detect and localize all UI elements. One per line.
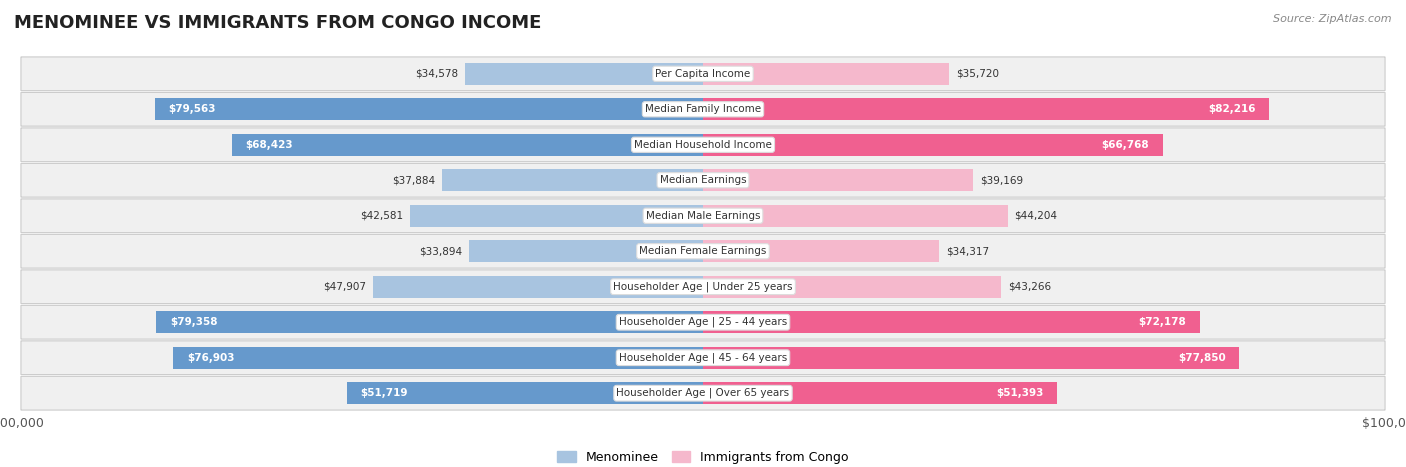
- Text: $42,581: $42,581: [360, 211, 402, 221]
- Bar: [703, 169, 973, 191]
- Text: $72,178: $72,178: [1139, 317, 1187, 327]
- Bar: [703, 311, 1201, 333]
- Bar: [373, 276, 703, 298]
- Legend: Menominee, Immigrants from Congo: Menominee, Immigrants from Congo: [553, 446, 853, 467]
- Bar: [173, 347, 703, 369]
- Text: Source: ZipAtlas.com: Source: ZipAtlas.com: [1274, 14, 1392, 24]
- Text: Householder Age | 25 - 44 years: Householder Age | 25 - 44 years: [619, 317, 787, 327]
- FancyBboxPatch shape: [21, 92, 1385, 126]
- Bar: [232, 134, 703, 156]
- Text: $34,578: $34,578: [415, 69, 458, 79]
- Text: $79,563: $79,563: [169, 104, 217, 114]
- Bar: [409, 205, 703, 227]
- FancyBboxPatch shape: [21, 270, 1385, 304]
- FancyBboxPatch shape: [21, 57, 1385, 91]
- FancyBboxPatch shape: [21, 376, 1385, 410]
- Bar: [703, 382, 1057, 404]
- Bar: [703, 205, 1008, 227]
- Text: $33,894: $33,894: [419, 246, 463, 256]
- Bar: [703, 134, 1163, 156]
- FancyBboxPatch shape: [21, 341, 1385, 375]
- Text: Median Male Earnings: Median Male Earnings: [645, 211, 761, 221]
- Bar: [347, 382, 703, 404]
- Bar: [156, 311, 703, 333]
- Bar: [465, 63, 703, 85]
- Text: $37,884: $37,884: [392, 175, 434, 185]
- Text: $66,768: $66,768: [1101, 140, 1149, 150]
- Bar: [441, 169, 703, 191]
- Text: Median Earnings: Median Earnings: [659, 175, 747, 185]
- Text: Median Family Income: Median Family Income: [645, 104, 761, 114]
- Bar: [155, 98, 703, 120]
- Text: Householder Age | Over 65 years: Householder Age | Over 65 years: [616, 388, 790, 398]
- FancyBboxPatch shape: [21, 234, 1385, 268]
- Text: $43,266: $43,266: [1008, 282, 1052, 292]
- Text: $68,423: $68,423: [246, 140, 292, 150]
- Text: Per Capita Income: Per Capita Income: [655, 69, 751, 79]
- FancyBboxPatch shape: [21, 305, 1385, 339]
- Bar: [703, 240, 939, 262]
- Text: $39,169: $39,169: [980, 175, 1024, 185]
- Bar: [703, 63, 949, 85]
- Text: MENOMINEE VS IMMIGRANTS FROM CONGO INCOME: MENOMINEE VS IMMIGRANTS FROM CONGO INCOM…: [14, 14, 541, 32]
- Text: Householder Age | 45 - 64 years: Householder Age | 45 - 64 years: [619, 353, 787, 363]
- Text: Householder Age | Under 25 years: Householder Age | Under 25 years: [613, 282, 793, 292]
- Text: $35,720: $35,720: [956, 69, 1000, 79]
- Text: $82,216: $82,216: [1208, 104, 1256, 114]
- Text: $77,850: $77,850: [1178, 353, 1226, 363]
- Text: $44,204: $44,204: [1014, 211, 1057, 221]
- Text: Median Household Income: Median Household Income: [634, 140, 772, 150]
- FancyBboxPatch shape: [21, 199, 1385, 233]
- Bar: [703, 347, 1239, 369]
- Bar: [470, 240, 703, 262]
- Text: $79,358: $79,358: [170, 317, 218, 327]
- Text: $51,719: $51,719: [360, 388, 408, 398]
- Text: $34,317: $34,317: [946, 246, 990, 256]
- Text: $76,903: $76,903: [187, 353, 235, 363]
- Bar: [703, 98, 1270, 120]
- FancyBboxPatch shape: [21, 128, 1385, 162]
- Text: $47,907: $47,907: [323, 282, 366, 292]
- Text: Median Female Earnings: Median Female Earnings: [640, 246, 766, 256]
- Text: $51,393: $51,393: [995, 388, 1043, 398]
- FancyBboxPatch shape: [21, 163, 1385, 197]
- Bar: [703, 276, 1001, 298]
